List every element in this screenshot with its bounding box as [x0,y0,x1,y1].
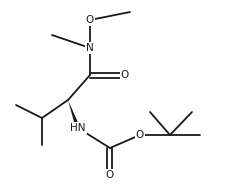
Text: O: O [120,70,128,80]
Text: O: O [135,130,144,140]
Text: HN: HN [70,123,85,133]
Text: O: O [86,15,94,25]
Text: N: N [86,43,93,53]
Polygon shape [68,100,80,129]
Text: O: O [105,170,114,180]
